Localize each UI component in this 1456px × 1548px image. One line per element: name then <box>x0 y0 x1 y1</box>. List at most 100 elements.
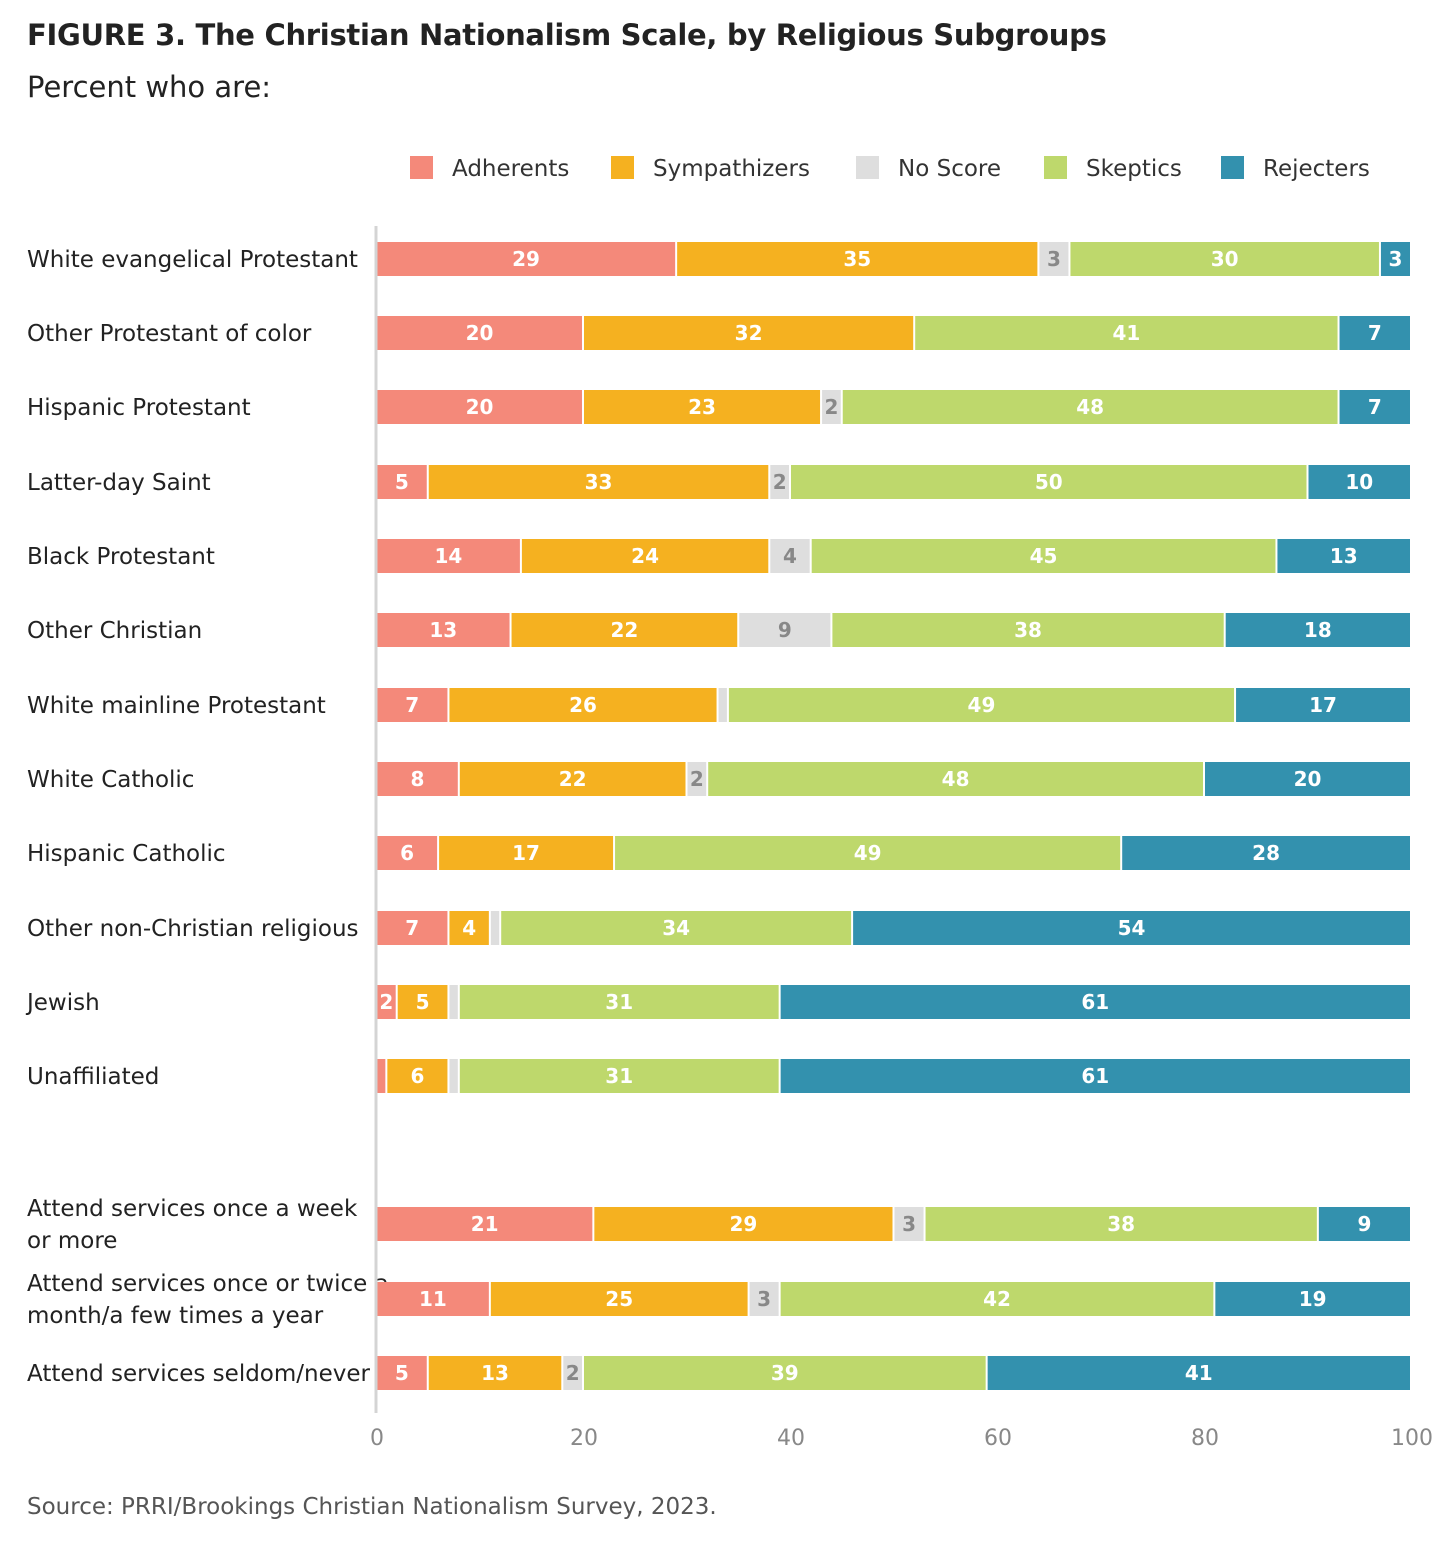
data-label: 3 <box>1047 247 1061 271</box>
bar-row-attend-services-seldom-never: 5 13 2 39 41 <box>377 1356 1410 1390</box>
category-label: Attend services once a week or more <box>27 1196 358 1254</box>
bar-segment-no-score <box>822 390 841 424</box>
bar-segment-adherents <box>377 688 448 722</box>
legend-item-rejecters: Rejecters <box>1221 156 1370 182</box>
category-label: Jewish <box>25 990 100 1016</box>
bar-row-white-evangelical-protestant: 29 35 3 30 3 <box>377 242 1410 276</box>
data-label: 7 <box>405 916 419 940</box>
bar-segment-sympathizers <box>387 1059 448 1093</box>
category-label: Latter-day Saint <box>27 470 211 496</box>
bar-segment-rejecters <box>1215 1282 1410 1316</box>
data-label: 50 <box>1035 470 1063 494</box>
data-label: 7 <box>1368 321 1382 345</box>
data-label: 20 <box>466 321 494 345</box>
bar-segment-skeptics <box>811 539 1276 573</box>
bar-row-hispanic-protestant: 20 23 2 48 7 <box>377 390 1410 424</box>
data-label: 42 <box>983 1287 1011 1311</box>
bar-segment-no-score <box>770 539 810 573</box>
bar-segment-skeptics <box>925 1207 1317 1241</box>
category-label: Attend services once or twice a month/a f… <box>27 1271 389 1329</box>
data-label: 5 <box>416 990 430 1014</box>
data-label: 48 <box>1076 395 1104 419</box>
data-label: 5 <box>395 1361 409 1385</box>
bar-segment-adherents <box>377 1356 427 1390</box>
data-label: 17 <box>512 841 540 865</box>
data-label: 2 <box>566 1361 580 1385</box>
data-label: 41 <box>1112 321 1140 345</box>
data-label: 61 <box>1081 1064 1109 1088</box>
category-label: Unaffiliated <box>27 1064 159 1090</box>
source-note: Source: PRRI/Brookings Christian Nationa… <box>27 1494 717 1520</box>
data-label: 48 <box>942 767 970 791</box>
bar-segment-rejecters <box>1339 316 1410 350</box>
legend-item-sympathizers: Sympathizers <box>611 156 810 182</box>
bar-segment-no-score <box>770 465 789 499</box>
bar-segment-sympathizers <box>397 985 448 1019</box>
data-label: 31 <box>605 1064 633 1088</box>
data-label: 7 <box>1368 395 1382 419</box>
bar-segment-rejecters <box>1225 613 1410 647</box>
legend-label: Rejecters <box>1263 156 1370 182</box>
bar-row-hispanic-catholic: 6 17 49 28 <box>377 836 1410 870</box>
category-label: White Catholic <box>27 767 194 793</box>
data-label: 10 <box>1345 470 1373 494</box>
data-label: 9 <box>1357 1212 1371 1236</box>
data-label: 25 <box>605 1287 633 1311</box>
bar-segment-adherents <box>377 911 448 945</box>
bar-segment-rejecters <box>1380 242 1410 276</box>
bar-segment-skeptics <box>459 985 779 1019</box>
bar-segment-no-score <box>718 688 727 722</box>
category-label: Black Protestant <box>27 544 215 570</box>
data-label: 61 <box>1081 990 1109 1014</box>
category-label: Attend services seldom/never <box>27 1361 371 1387</box>
bar-segment-rejecters <box>987 1356 1410 1390</box>
bar-row-other-protestant-of-color: 20 32 41 7 <box>377 316 1410 350</box>
data-label: 14 <box>435 544 463 568</box>
data-label: 2 <box>824 395 838 419</box>
bar-segment-rejecters <box>1318 1207 1410 1241</box>
data-label: 13 <box>429 618 457 642</box>
legend-swatch <box>856 156 879 179</box>
data-label: 33 <box>585 470 613 494</box>
bar-segment-adherents <box>377 613 510 647</box>
bar-segment-sympathizers <box>449 911 489 945</box>
bar-row-unaffiliated: 6 31 61 <box>377 1059 1410 1093</box>
category-label: White evangelical Protestant <box>27 247 358 273</box>
data-label: 9 <box>778 618 792 642</box>
bar-segment-no-score <box>449 985 458 1019</box>
bar-segment-skeptics <box>708 762 1203 796</box>
bar-segment-rejecters <box>1236 688 1410 722</box>
data-label: 20 <box>1294 767 1322 791</box>
data-label: 29 <box>730 1212 758 1236</box>
bar-segment-no-score <box>894 1207 924 1241</box>
x-tick-label: 80 <box>1191 1426 1219 1451</box>
bar-segment-adherents <box>377 1207 593 1241</box>
bar-segment-sympathizers <box>584 316 914 350</box>
bar-segment-adherents <box>377 762 458 796</box>
bar-row-white-catholic: 8 22 2 48 20 <box>377 762 1410 796</box>
bar-segment-adherents <box>377 985 396 1019</box>
bar-row-white-mainline-protestant: 7 26 49 17 <box>377 688 1410 722</box>
x-tick-label: 60 <box>984 1426 1012 1451</box>
category-label: Hispanic Catholic <box>27 841 226 867</box>
bar-segment-no-score <box>739 613 831 647</box>
category-label: Other non-Christian religious <box>27 916 359 942</box>
data-label: 30 <box>1211 247 1239 271</box>
bar-segment-no-score <box>449 1059 458 1093</box>
bar-segment-adherents <box>377 539 520 573</box>
bar-segment-rejecters <box>1308 465 1410 499</box>
bar-segment-skeptics <box>915 316 1338 350</box>
bar-segment-sympathizers <box>490 1282 748 1316</box>
data-label: 4 <box>783 544 797 568</box>
bar-segment-sympathizers <box>584 390 821 424</box>
data-label: 2 <box>773 470 787 494</box>
bar-segment-adherents <box>377 465 427 499</box>
data-label: 23 <box>688 395 716 419</box>
data-label: 32 <box>735 321 763 345</box>
data-label: 29 <box>512 247 540 271</box>
data-label: 4 <box>462 916 476 940</box>
bar-segment-sympathizers <box>677 242 1038 276</box>
category-label: Other Protestant of color <box>27 321 312 347</box>
bar-segment-sympathizers <box>428 465 769 499</box>
